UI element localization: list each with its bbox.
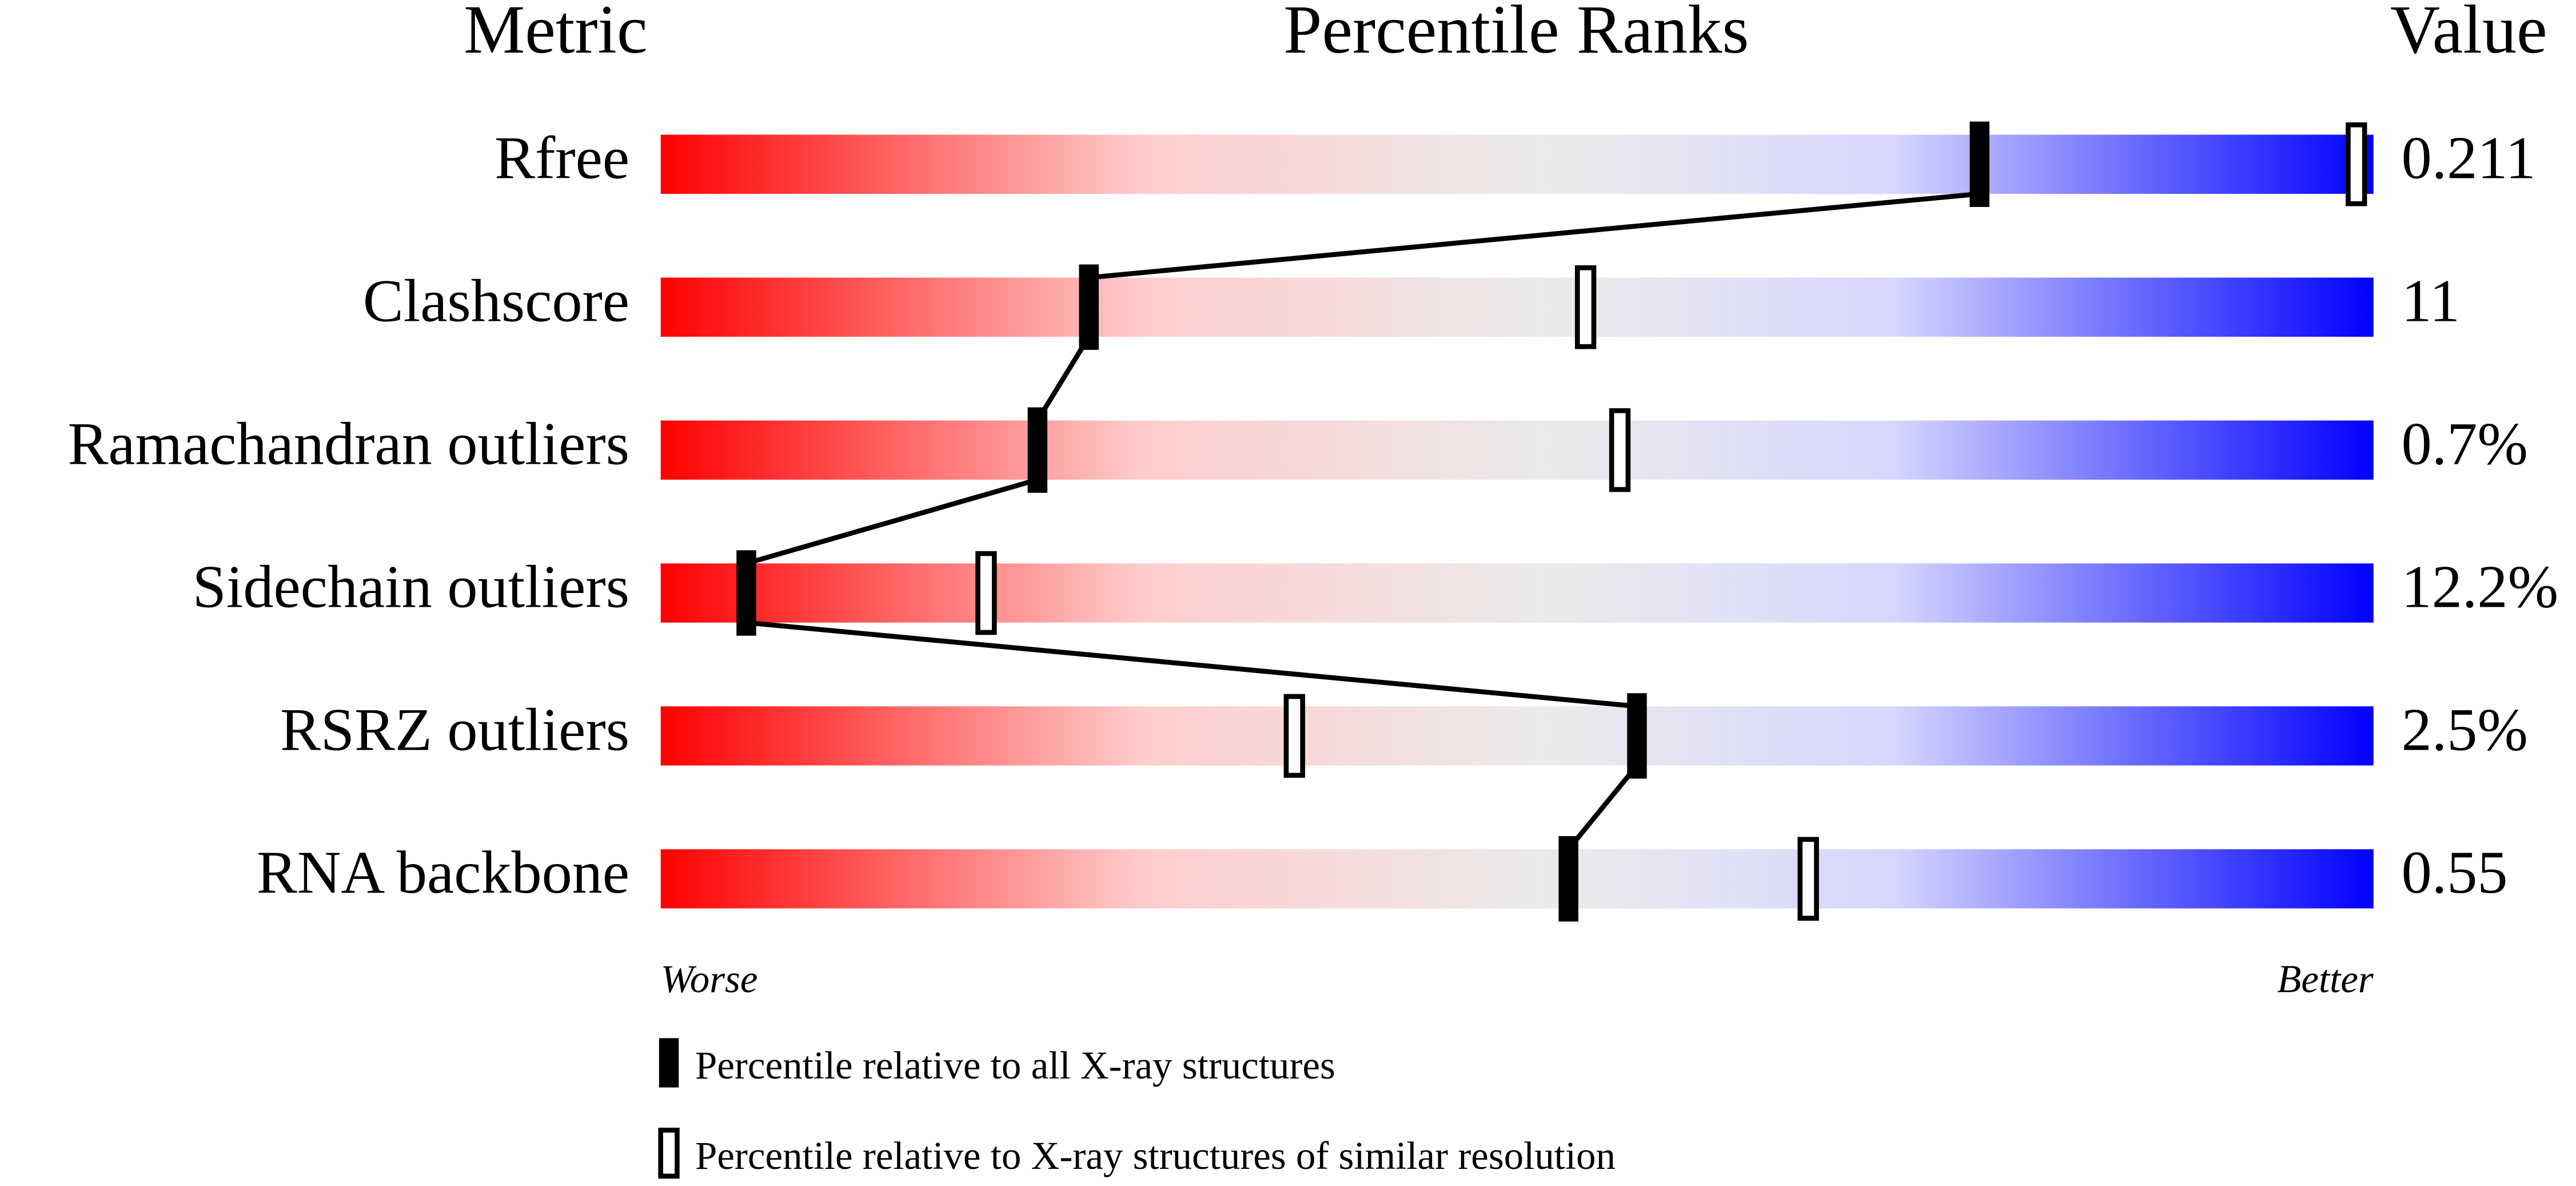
connector <box>745 477 1039 566</box>
metric-label: Ramachandran outliers <box>67 409 629 477</box>
connector <box>1088 191 1980 280</box>
percentile-header: Percentile Ranks <box>1283 0 1749 68</box>
connector <box>746 620 1637 709</box>
marker-similar <box>2346 122 2367 206</box>
marker-all <box>1027 407 1048 493</box>
marker-all <box>1079 264 1099 350</box>
metric-header: Metric <box>464 0 648 68</box>
legend-swatch <box>658 1128 680 1179</box>
percentile-bar <box>660 134 2374 194</box>
marker-similar <box>1609 408 1631 492</box>
metric-value: 0.211 <box>2402 124 2536 192</box>
legend-label: Percentile relative to all X-ray structu… <box>695 1044 1335 1087</box>
metric-label: RNA backbone <box>257 838 629 906</box>
metric-value: 2.5% <box>2402 695 2528 763</box>
worse-label: Worse <box>661 957 758 1001</box>
percentile-bar <box>660 277 2374 337</box>
metric-value: 0.55 <box>2402 838 2508 906</box>
metric-label: Clashscore <box>363 267 629 335</box>
marker-similar <box>1283 694 1305 778</box>
connector <box>1566 763 1639 851</box>
legend-swatch <box>659 1038 679 1088</box>
marker-all <box>1558 836 1578 922</box>
percentile-bar <box>660 563 2374 623</box>
legend-label: Percentile relative to X-ray structures … <box>695 1134 1616 1177</box>
metric-label: Rfree <box>495 124 629 192</box>
marker-all <box>736 550 756 636</box>
metric-label: Sidechain outliers <box>193 552 629 620</box>
percentile-bar <box>660 706 2374 766</box>
marker-similar <box>1574 265 1597 349</box>
marker-all <box>1969 121 1989 207</box>
value-header: Value <box>2390 0 2547 68</box>
metric-value: 12.2% <box>2402 552 2559 620</box>
marker-similar <box>1797 837 1819 921</box>
metric-label: RSRZ outliers <box>280 695 629 763</box>
metric-value: 0.7% <box>2402 409 2528 477</box>
connector <box>1035 335 1091 422</box>
percentile-bar <box>660 420 2374 480</box>
better-label: Better <box>2277 957 2374 1001</box>
metric-value: 11 <box>2402 267 2460 335</box>
marker-all <box>1627 693 1647 779</box>
percentile-bar <box>660 849 2374 909</box>
marker-similar <box>975 551 997 635</box>
